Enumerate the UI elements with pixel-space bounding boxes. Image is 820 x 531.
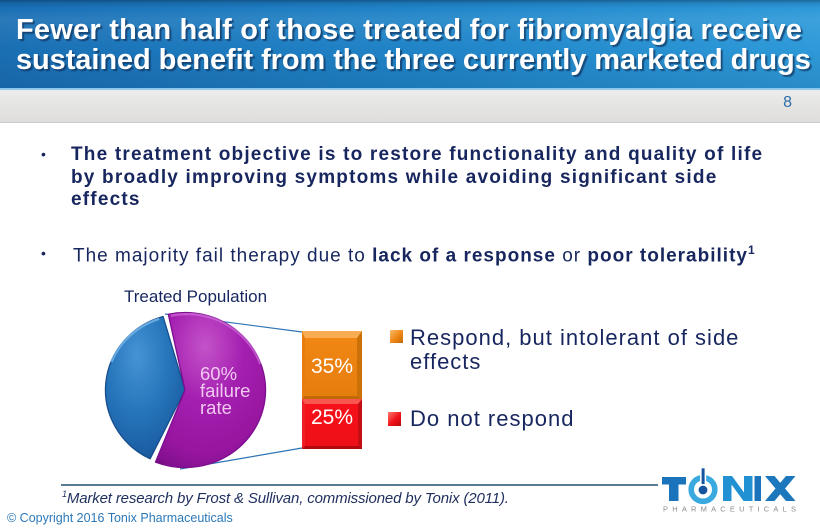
svg-text:PHARMACEUTICALS: PHARMACEUTICALS [663, 505, 800, 514]
